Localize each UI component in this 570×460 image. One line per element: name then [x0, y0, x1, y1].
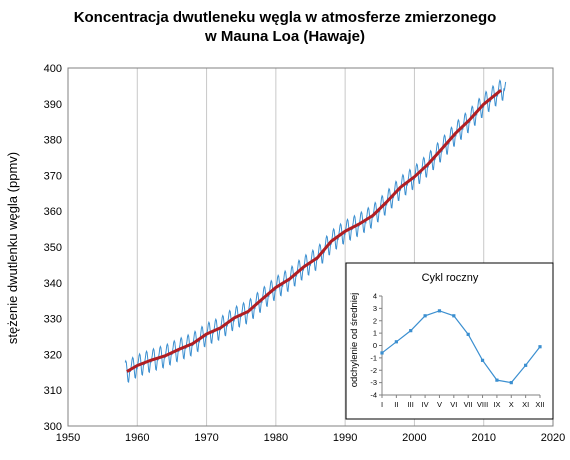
inset-y-tick-label: 4	[373, 292, 377, 301]
y-tick-label: 320	[44, 349, 62, 361]
inset-y-tick-label: 2	[373, 316, 377, 325]
x-tick-label: 2000	[402, 432, 426, 444]
inset-x-tick-label: VI	[450, 400, 457, 409]
main-y-axis-label: stężenie dwutlenku węgla (ppmv)	[5, 152, 20, 344]
inset-point	[538, 345, 542, 349]
y-tick-label: 360	[44, 206, 62, 218]
main-x-tick-labels: 1950 1960 1970 1980 1990 2000 2010 2020	[56, 432, 565, 444]
main-y-tick-labels: 300 310 320 330 340 350 360 370 380 390 400	[44, 63, 62, 433]
inset-point	[480, 358, 485, 362]
x-tick-label: 1980	[264, 432, 288, 444]
inset-point	[437, 309, 442, 313]
inset-y-tick-label: 0	[373, 341, 377, 350]
inset-x-tick-label: IX	[493, 400, 500, 409]
y-tick-label: 390	[44, 99, 62, 111]
y-tick-label: 350	[44, 242, 62, 254]
inset-point	[495, 378, 499, 382]
x-tick-label: 1990	[333, 432, 357, 444]
inset-y-tick-label: -3	[370, 378, 377, 387]
inset-x-tick-label: II	[394, 400, 398, 409]
y-tick-label: 370	[44, 170, 62, 182]
inset-x-tick-label: VII	[464, 400, 473, 409]
chart-title-line-2: w Mauna Loa (Hawaje)	[204, 28, 366, 45]
y-tick-label: 310	[44, 385, 62, 397]
inset-x-tick-label: VIII	[477, 400, 488, 409]
annual-mean-series-line	[126, 89, 502, 373]
inset-y-tick-label: 1	[373, 329, 377, 338]
inset-y-tick-label: -2	[370, 366, 377, 375]
inset-point	[466, 332, 470, 336]
y-tick-label: 330	[44, 314, 62, 326]
inset-point	[423, 314, 427, 318]
inset-x-tick-label: XI	[522, 400, 529, 409]
x-tick-label: 1960	[125, 432, 149, 444]
main-plot-frame	[67, 67, 554, 427]
inset-point	[409, 329, 413, 333]
inset-point	[452, 314, 456, 318]
inset-title: Cykl roczny	[422, 272, 479, 284]
annual-cycle-inset: Cykl roczny odchylenie od średniej -4 -3 -…	[345, 262, 554, 420]
x-tick-label: 1970	[194, 432, 218, 444]
x-tick-label: 2020	[541, 432, 565, 444]
inset-x-tick-label: III	[408, 400, 414, 409]
inset-y-tick-label: -1	[370, 353, 377, 362]
inset-point	[509, 381, 513, 385]
inset-cycle-line	[381, 310, 541, 384]
x-tick-label: 1950	[56, 432, 80, 444]
inset-y-axis-label: odchylenie od średniej	[349, 293, 360, 388]
chart-title-line-1: Koncentracja dwutleneku węgla w atmosfer…	[73, 9, 497, 26]
inset-x-tick-label: XII	[535, 400, 544, 409]
y-tick-label: 400	[44, 63, 62, 75]
inset-y-tick-label: 3	[373, 304, 377, 313]
inset-point	[380, 351, 384, 355]
x-tick-label: 2010	[471, 432, 495, 444]
y-tick-label: 380	[44, 135, 62, 147]
inset-point	[394, 340, 398, 344]
inset-y-tick-label: -4	[370, 391, 377, 400]
inset-x-tick-label: X	[509, 400, 514, 409]
y-tick-label: 300	[44, 421, 62, 433]
inset-x-tick-label: V	[437, 400, 442, 409]
chart-title: Koncentracja dwutleneku węgla w atmosfer…	[0, 8, 570, 46]
inset-x-tick-label: I	[381, 400, 383, 409]
y-tick-label: 340	[44, 278, 62, 290]
inset-point	[524, 363, 528, 367]
inset-frame	[345, 262, 554, 420]
inset-x-tick-label: IV	[422, 400, 429, 409]
